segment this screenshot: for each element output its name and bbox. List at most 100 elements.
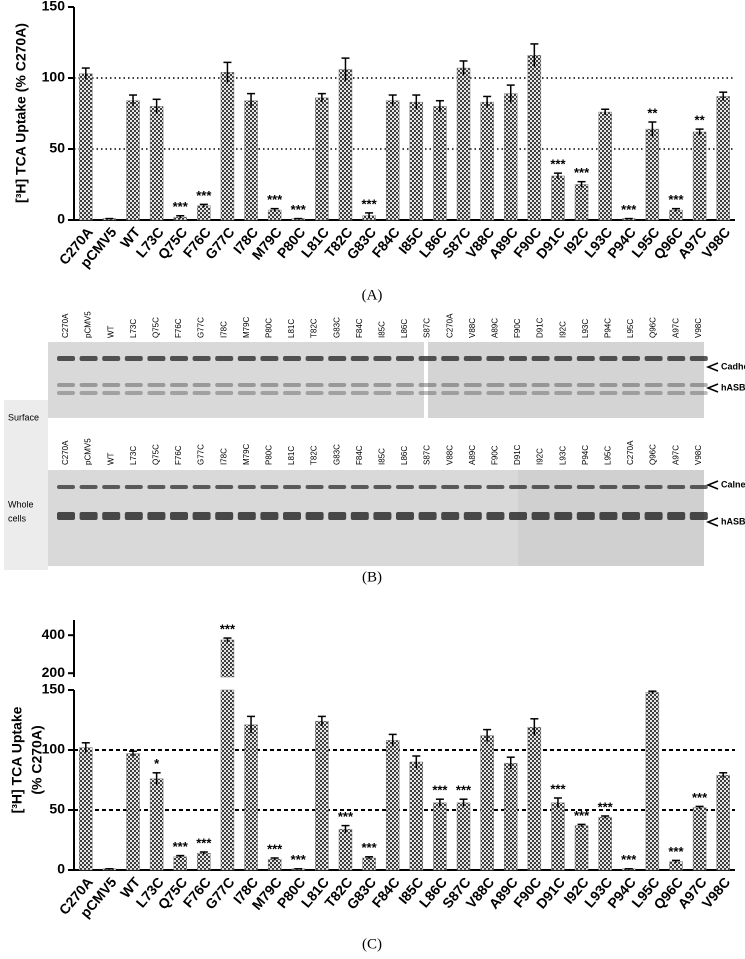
lane-label: C270A bbox=[626, 440, 635, 465]
blot-band bbox=[170, 485, 188, 489]
blot-band bbox=[328, 391, 347, 395]
lane-label: F90C bbox=[491, 445, 500, 465]
blot-band bbox=[667, 356, 686, 361]
y-tick-label: 100 bbox=[42, 69, 66, 85]
blot-band bbox=[328, 485, 347, 489]
bar bbox=[220, 72, 235, 221]
blot-band bbox=[283, 391, 301, 395]
bar bbox=[598, 816, 612, 871]
bar bbox=[456, 802, 471, 871]
blot-band bbox=[396, 356, 414, 361]
bar bbox=[315, 97, 329, 221]
blot-band bbox=[576, 391, 595, 395]
blot-band bbox=[622, 356, 640, 361]
blot-band bbox=[689, 356, 708, 361]
significance-label: *** bbox=[220, 621, 236, 636]
blot-band bbox=[396, 485, 414, 489]
blot-band bbox=[463, 391, 482, 395]
blot-band bbox=[57, 391, 75, 395]
blot-band bbox=[192, 356, 211, 361]
lane-label: G77C bbox=[197, 444, 206, 465]
blot-band bbox=[554, 485, 573, 489]
significance-label: *** bbox=[598, 799, 614, 814]
blot-band bbox=[418, 391, 437, 395]
significance-label: *** bbox=[574, 808, 590, 823]
blot-band bbox=[531, 485, 550, 489]
lane-label: L86C bbox=[400, 319, 409, 338]
y-tick-label: 50 bbox=[49, 801, 65, 817]
lane-label: L73C bbox=[129, 446, 138, 465]
blot-band bbox=[531, 512, 550, 520]
significance-label: *** bbox=[621, 202, 637, 217]
bar bbox=[267, 858, 282, 871]
blot-band bbox=[215, 356, 234, 361]
blot-band bbox=[667, 512, 686, 520]
blot-band bbox=[463, 383, 482, 387]
lane-label: L73C bbox=[129, 319, 138, 338]
significance-label: *** bbox=[361, 196, 377, 211]
bar bbox=[598, 111, 612, 221]
lane-label: A89C bbox=[468, 445, 477, 465]
blot-band bbox=[170, 383, 188, 387]
blot-band bbox=[418, 512, 437, 520]
blot-band bbox=[215, 383, 234, 387]
blot-band bbox=[622, 485, 640, 489]
blot-band bbox=[124, 512, 143, 520]
blot-band bbox=[102, 391, 121, 395]
bar bbox=[692, 807, 707, 871]
blot-band bbox=[260, 512, 279, 520]
significance-label: *** bbox=[456, 783, 472, 798]
blot-band bbox=[418, 485, 437, 489]
lane-label: A89C bbox=[491, 318, 500, 338]
blot-band bbox=[599, 383, 618, 387]
significance-label: *** bbox=[432, 783, 448, 798]
bar bbox=[503, 93, 518, 221]
blot-band bbox=[215, 485, 234, 489]
blot-band bbox=[350, 512, 369, 520]
blot-band bbox=[350, 485, 369, 489]
blot-band bbox=[554, 383, 573, 387]
lane-label: F76C bbox=[174, 318, 183, 338]
lane-label: D91C bbox=[513, 444, 522, 465]
significance-label: *** bbox=[550, 157, 566, 172]
blot-band bbox=[192, 383, 211, 387]
bar bbox=[551, 802, 565, 871]
blot-band bbox=[463, 356, 482, 361]
lane-label: C270A bbox=[61, 440, 70, 465]
blot-band bbox=[418, 383, 437, 387]
blot-band bbox=[509, 356, 527, 361]
blot-band bbox=[599, 356, 618, 361]
blot-band bbox=[260, 356, 279, 361]
blot-band bbox=[305, 383, 324, 387]
bar bbox=[645, 692, 660, 871]
lane-label: G83C bbox=[332, 317, 341, 338]
lane-label: F84C bbox=[355, 318, 364, 338]
lane-label: L93C bbox=[558, 446, 567, 465]
bar bbox=[149, 778, 164, 871]
blot-band bbox=[305, 356, 324, 361]
blot-band bbox=[599, 512, 618, 520]
blot-band bbox=[441, 383, 460, 387]
lane-label: M79C bbox=[242, 443, 251, 465]
significance-label: *** bbox=[338, 809, 354, 824]
bar bbox=[692, 131, 707, 221]
blot-band bbox=[305, 391, 324, 395]
lane-label: WT bbox=[106, 325, 115, 338]
blot-band bbox=[102, 512, 121, 520]
blot-band bbox=[441, 356, 460, 361]
arrow bbox=[705, 362, 719, 372]
blot-band bbox=[237, 391, 256, 395]
lane-label: I78C bbox=[219, 448, 228, 465]
blot-band bbox=[328, 512, 347, 520]
arrow bbox=[705, 517, 719, 527]
blot-band bbox=[599, 391, 618, 395]
significance-label: *** bbox=[621, 852, 637, 867]
significance-label: *** bbox=[173, 839, 189, 854]
lane-label: I78C bbox=[219, 321, 228, 338]
blot-band bbox=[644, 391, 663, 395]
lane-label: Q75C bbox=[152, 444, 161, 465]
blot-band bbox=[622, 383, 640, 387]
bar bbox=[338, 828, 353, 871]
blot-band bbox=[622, 391, 640, 395]
side-strip bbox=[4, 400, 48, 570]
